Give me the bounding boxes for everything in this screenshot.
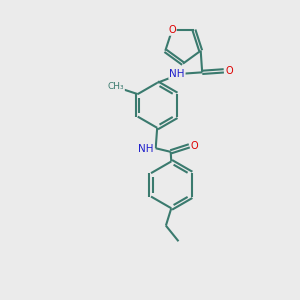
- Text: CH₃: CH₃: [107, 82, 124, 91]
- Text: O: O: [168, 25, 176, 35]
- Text: NH: NH: [138, 144, 154, 154]
- Text: O: O: [225, 66, 233, 76]
- Text: NH: NH: [169, 69, 185, 79]
- Text: O: O: [191, 141, 199, 151]
